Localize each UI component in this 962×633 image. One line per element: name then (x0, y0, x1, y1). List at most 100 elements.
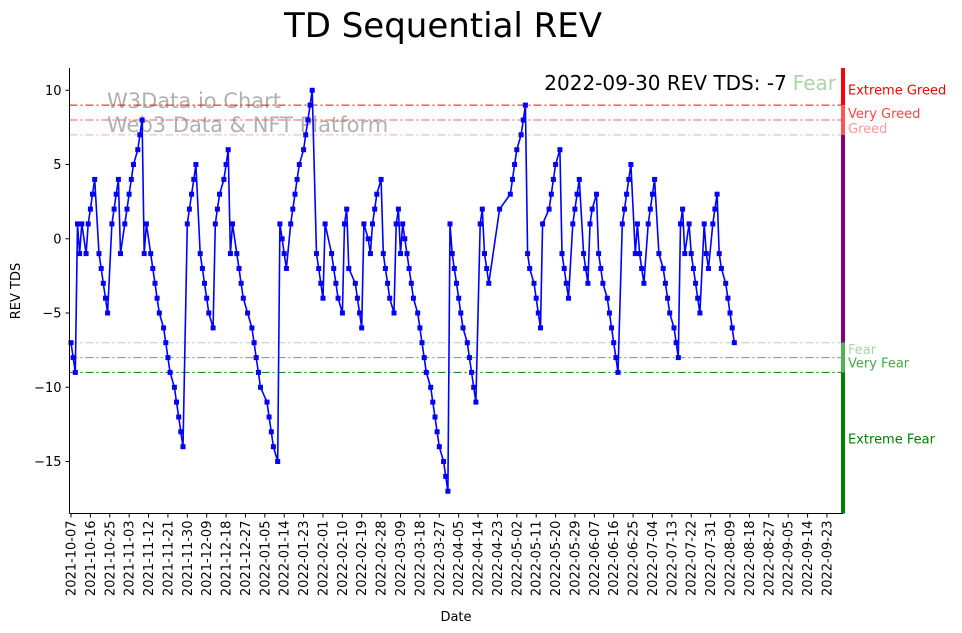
data-point (290, 206, 296, 212)
data-point (628, 162, 634, 167)
data-point (436, 444, 442, 450)
status-annotation: 2022-09-30 REV TDS: -7 Fear (544, 71, 836, 95)
x-tick-label: 2021-10-25 (103, 521, 118, 597)
x-tick-label: 2021-12-09 (200, 521, 215, 597)
data-point (718, 266, 724, 271)
data-point (87, 206, 93, 212)
side-label-fear: Fear (848, 343, 877, 358)
data-point (690, 266, 696, 271)
data-point (606, 310, 612, 316)
data-point (212, 221, 218, 227)
data-point (128, 176, 134, 182)
data-point (191, 176, 197, 182)
x-tick-label: 2022-06-25 (627, 521, 642, 597)
data-point (548, 191, 554, 197)
x-tick-label: 2022-06-07 (588, 520, 603, 596)
data-point (449, 251, 455, 257)
data-point (137, 132, 143, 138)
data-point (90, 191, 95, 197)
x-tick-label: 2022-02-01 (317, 521, 332, 597)
data-point (406, 266, 412, 271)
data-point (113, 191, 119, 197)
data-point (675, 355, 681, 361)
data-point (199, 266, 205, 271)
data-point (264, 399, 270, 405)
data-point (75, 221, 80, 227)
data-point (333, 280, 339, 286)
x-tick-label: 2022-04-23 (491, 520, 506, 596)
data-point (307, 102, 313, 108)
data-point (92, 176, 98, 182)
data-point (510, 176, 515, 182)
data-point (423, 369, 429, 375)
data-point (165, 355, 171, 361)
x-tick-label: 2022-08-18 (743, 521, 758, 597)
x-axis-label: Date (440, 610, 471, 625)
data-point (109, 221, 115, 227)
data-point (589, 206, 595, 212)
data-point (131, 162, 136, 167)
data-point (557, 147, 563, 153)
data-point (294, 176, 300, 182)
x-tick-label: 2021-11-30 (181, 521, 196, 597)
data-point (561, 266, 567, 271)
data-point (454, 280, 459, 286)
x-tick-label: 2022-05-29 (568, 520, 583, 596)
data-point (710, 221, 716, 227)
x-tick-label: 2022-07-22 (685, 520, 700, 596)
x-tick-label: 2022-01-05 (258, 520, 273, 596)
x-tick-label: 2022-07-31 (704, 520, 719, 596)
data-point (283, 266, 289, 271)
status-annotation-value: 2022-09-30 REV TDS: -7 (544, 71, 787, 95)
data-point (135, 147, 141, 153)
x-tick-label: 2022-08-09 (724, 520, 739, 596)
x-tick-label: 2022-02-28 (375, 520, 390, 596)
watermark-line-1: W3Data.io Chart (107, 89, 281, 113)
data-point (723, 280, 729, 286)
data-point (150, 266, 156, 271)
data-point (535, 310, 541, 316)
data-point (70, 355, 76, 361)
data-point (361, 221, 367, 227)
data-point (148, 251, 154, 257)
data-point (214, 206, 220, 212)
x-ticks: 2021-10-07 2021-10-16 2021-10-25 2021-11-03… (65, 513, 835, 597)
data-point (518, 132, 524, 138)
data-point (665, 295, 671, 301)
y-tick-label: 5 (53, 158, 61, 173)
data-point (154, 295, 160, 301)
data-point (441, 459, 447, 464)
data-point (288, 221, 294, 227)
data-point (320, 295, 326, 301)
data-point (124, 206, 130, 212)
data-point (339, 310, 345, 316)
data-point (445, 488, 451, 494)
data-point (464, 340, 470, 346)
data-point (678, 221, 683, 227)
data-point (693, 280, 699, 286)
data-point (322, 221, 328, 227)
y-tick-label: −5 (42, 307, 61, 322)
data-point (391, 310, 397, 316)
data-point (656, 251, 662, 257)
data-point (604, 295, 610, 301)
data-point (587, 221, 593, 227)
x-tick-label: 2022-03-09 (394, 520, 409, 596)
data-point (570, 221, 576, 227)
data-point (382, 266, 388, 271)
data-point (223, 162, 229, 167)
data-point (143, 221, 149, 227)
data-point (725, 295, 731, 301)
data-point (352, 280, 358, 286)
data-point (432, 414, 438, 420)
data-point (458, 310, 464, 316)
data-point (171, 384, 177, 390)
data-point (204, 295, 210, 301)
data-point (385, 280, 391, 286)
reference-lines (69, 104, 842, 373)
data-point (234, 251, 240, 257)
data-point (221, 176, 227, 182)
data-point (460, 325, 466, 331)
data-point (111, 206, 117, 212)
data-point (292, 191, 298, 197)
